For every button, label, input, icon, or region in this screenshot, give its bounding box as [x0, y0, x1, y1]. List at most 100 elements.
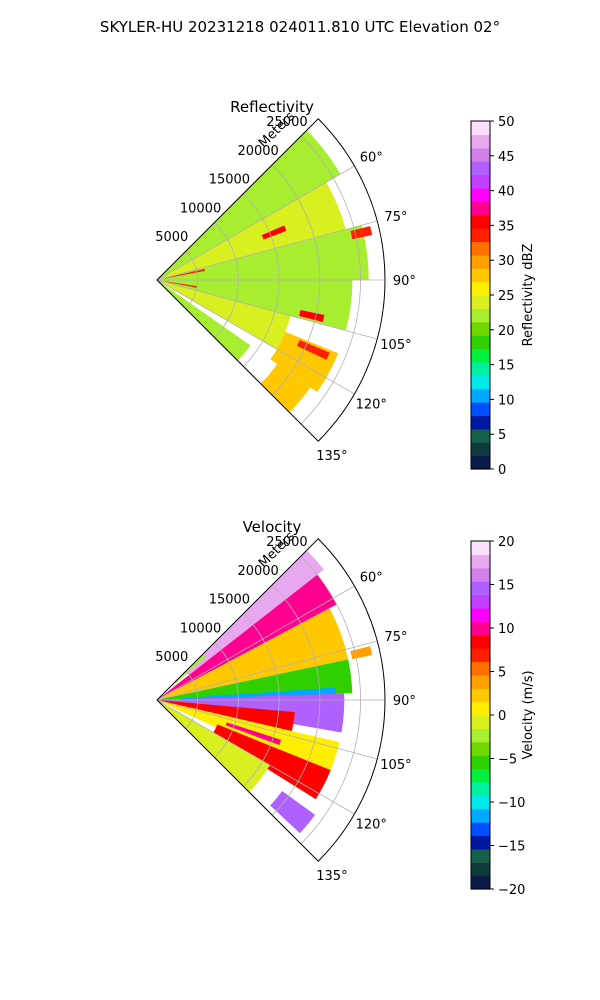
colorbar-tick-label: 20 [498, 535, 515, 550]
colorbar-segment [471, 848, 490, 863]
colorbar-tick-label: 45 [498, 150, 515, 165]
azimuth-spoke [156, 279, 355, 395]
azimuth-tick-label: 75° [384, 210, 407, 225]
velocity-sectors [157, 550, 373, 834]
colorbar-segment [471, 795, 490, 810]
azimuth-tick-label: 120° [356, 818, 387, 833]
reflectivity-colorbar: 0 5 10 15 20 25 30 35 40 45 50 Reflectivity dBZ [470, 115, 536, 478]
data-sector [157, 700, 270, 793]
data-sector [270, 790, 316, 834]
colorbar-segment [471, 862, 490, 877]
colorbar-segment [471, 581, 490, 596]
range-tick-label: 20000 [237, 564, 278, 579]
colorbar-segment [471, 121, 490, 135]
colorbar-tick-label: 10 [498, 622, 515, 637]
colorbar-segment [471, 415, 490, 430]
reflectivity-sectors [157, 130, 373, 413]
data-cell [261, 225, 287, 240]
sector-frame [156, 118, 386, 442]
azimuth-tick-label: 105° [380, 758, 411, 773]
colorbar-tick-label: −15 [498, 840, 525, 855]
colorbar-segment [471, 161, 490, 176]
velocity-tick-labels: 60° 75° 90° 105° 120° 135° 5000 10000 15000 20000… [155, 529, 416, 884]
colorbar-segment [471, 295, 490, 309]
data-sector [157, 280, 353, 331]
data-cell [299, 309, 325, 322]
colorbar-segment [471, 241, 490, 256]
azimuth-spoke [156, 279, 378, 340]
colorbar-segment [471, 134, 490, 149]
colorbar-segment [471, 728, 490, 743]
azimuth-tick-label: 135° [316, 869, 347, 884]
colorbar-tick-label: 50 [498, 115, 515, 130]
colorbar-segment [471, 541, 490, 555]
azimuth-spoke [156, 699, 355, 815]
colorbar-segment [471, 214, 490, 229]
colorbar-tick-label: 0 [498, 463, 506, 478]
range-tick-label: 10000 [180, 621, 221, 636]
colorbar-segment [471, 228, 490, 243]
colorbar-segment [471, 201, 490, 216]
colorbar-segment [471, 567, 490, 582]
colorbar-segment [471, 688, 490, 703]
data-cell [225, 722, 282, 745]
colorbar-segment [471, 875, 490, 890]
velocity-colorbar: −20 −15 −10 −5 0 5 10 15 20 Velocity (m/s) [470, 535, 536, 898]
range-tick-label: 25000 [266, 535, 307, 550]
colorbar-segment [471, 755, 490, 770]
colorbar-segment [471, 661, 490, 676]
colorbar-segment [471, 554, 490, 569]
colorbar-segment [471, 442, 490, 457]
colorbar-segment [471, 822, 490, 837]
colorbar-tick-label: −20 [498, 883, 525, 898]
colorbar-tick-label: 30 [498, 254, 515, 269]
data-sector [260, 364, 311, 413]
velocity-grid [156, 538, 386, 862]
colorbar-segment [471, 808, 490, 823]
velocity-title: Velocity [243, 518, 302, 536]
colorbar-segment [471, 348, 490, 363]
reflectivity-panel: Reflectivity 60° 75° 90° 105° 120° 135° 5000 10… [155, 98, 536, 478]
colorbar-tick-label: 10 [498, 393, 515, 408]
data-sector [157, 130, 341, 280]
colorbar-segment [471, 281, 490, 296]
azimuth-spoke [156, 699, 378, 760]
data-sector [157, 280, 251, 361]
colorbar-segment [471, 361, 490, 376]
colorbar-label: Reflectivity dBZ [521, 244, 536, 347]
colorbar-segment [471, 402, 490, 417]
colorbar-tick-label: 15 [498, 359, 515, 374]
colorbar-tick-label: 5 [498, 666, 506, 681]
reflectivity-grid [156, 118, 386, 442]
azimuth-spoke [156, 585, 355, 701]
colorbar-segment [471, 674, 490, 689]
azimuth-spoke [156, 165, 355, 281]
reflectivity-title: Reflectivity [230, 98, 314, 116]
colorbar-segment [471, 375, 490, 390]
figure-title: SKYLER-HU 20231218 024011.810 UTC Elevat… [100, 18, 500, 36]
azimuth-tick-label: 105° [380, 338, 411, 353]
azimuth-tick-label: 75° [384, 630, 407, 645]
range-tick-label: 20000 [237, 144, 278, 159]
colorbar-segment [471, 634, 490, 649]
range-tick-label: 5000 [155, 650, 188, 665]
data-sector [157, 608, 349, 700]
data-sector [185, 550, 324, 675]
colorbar-segment [471, 768, 490, 783]
data-cell [164, 268, 205, 279]
azimuth-tick-label: 135° [316, 449, 347, 464]
range-tick-label: 15000 [209, 593, 250, 608]
colorbar-segment [471, 781, 490, 796]
colorbar-tick-label: 40 [498, 185, 515, 200]
data-sector [212, 724, 331, 800]
colorbar-segment [471, 715, 490, 729]
colorbar-segment [471, 455, 490, 470]
colorbar-segment [471, 741, 490, 756]
data-sector [157, 700, 295, 732]
azimuth-tick-label: 90° [393, 274, 416, 289]
sector-frame [156, 538, 386, 862]
colorbar-tick-label: 35 [498, 219, 515, 234]
colorbar-tick-label: −5 [498, 753, 517, 768]
colorbar-segment [471, 308, 490, 323]
